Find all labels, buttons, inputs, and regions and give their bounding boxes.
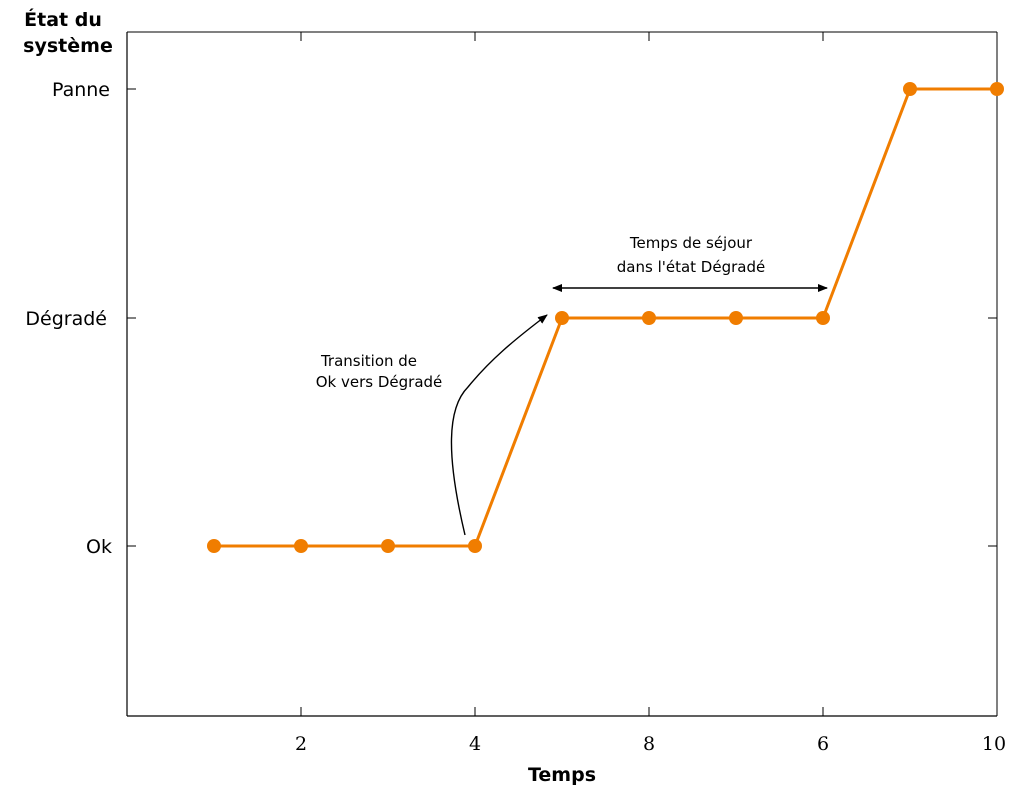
series-layer bbox=[207, 82, 1004, 553]
plot-frame bbox=[126, 31, 998, 717]
sojourn-annotation-line-2: dans l'état Dégradé bbox=[617, 258, 765, 276]
data-point-9 bbox=[903, 82, 917, 96]
x-tick-label-5: 10 bbox=[982, 733, 1006, 755]
x-tick-label-1: 2 bbox=[295, 733, 307, 755]
sojourn-annotation: Temps de séjour dans l'état Dégradé bbox=[552, 234, 828, 292]
y-axis-title-line-1: État du bbox=[24, 8, 102, 31]
data-point-4 bbox=[468, 539, 482, 553]
y-axis-title-line-2: système bbox=[23, 35, 113, 57]
data-point-8 bbox=[816, 311, 830, 325]
data-point-6 bbox=[642, 311, 656, 325]
data-point-2 bbox=[294, 539, 308, 553]
transition-annotation: Transition de Ok vers Dégradé bbox=[316, 314, 548, 536]
data-point-7 bbox=[729, 311, 743, 325]
x-ticks: 2 4 8 6 10 bbox=[295, 32, 1006, 755]
sojourn-annotation-line-1: Temps de séjour bbox=[629, 234, 753, 252]
x-tick-label-4: 6 bbox=[817, 733, 829, 755]
y-tick-label-ok: Ok bbox=[86, 536, 112, 558]
series-line bbox=[214, 87, 997, 548]
y-tick-label-panne: Panne bbox=[52, 79, 110, 101]
transition-annotation-line-2: Ok vers Dégradé bbox=[316, 373, 443, 391]
data-point-10 bbox=[990, 82, 1004, 96]
data-point-1 bbox=[207, 539, 221, 553]
x-tick-label-2: 4 bbox=[469, 733, 481, 755]
transition-arrow bbox=[450, 314, 548, 536]
x-axis-title: Temps bbox=[528, 764, 596, 786]
data-point-5 bbox=[555, 311, 569, 325]
data-point-3 bbox=[381, 539, 395, 553]
x-tick-label-3: 8 bbox=[643, 733, 655, 755]
y-tick-label-degrade: Dégradé bbox=[25, 308, 107, 330]
transition-annotation-line-1: Transition de bbox=[320, 352, 417, 370]
y-ticks: Ok Dégradé Panne bbox=[25, 79, 997, 558]
